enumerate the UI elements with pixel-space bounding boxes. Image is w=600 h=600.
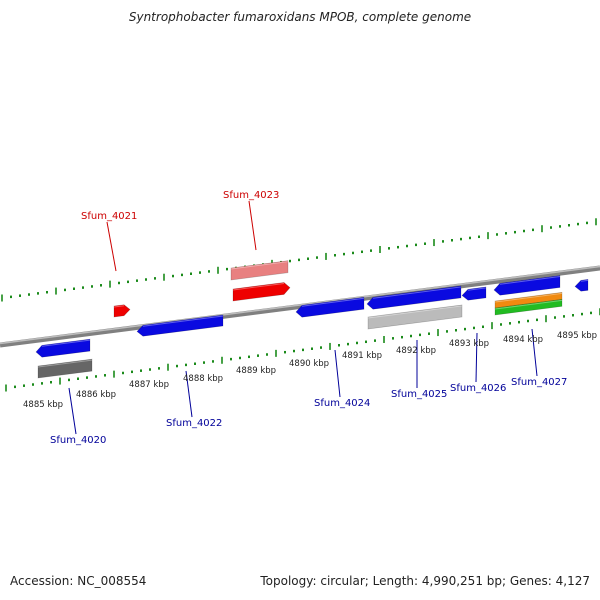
- feature-sfum-4024-highlight: [301, 297, 365, 307]
- genome-info-text: Topology: circular; Length: 4,990,251 bp…: [260, 574, 590, 588]
- label-connector: [106, 221, 117, 272]
- scale-label: 4887 kbp: [129, 380, 169, 390]
- gene-label-sfum-4023[interactable]: Sfum_4023: [223, 190, 279, 201]
- feature-sfum-4020[interactable]: [35, 338, 91, 358]
- gene-label-sfum-4021[interactable]: Sfum_4021: [81, 211, 137, 222]
- feature-sfum-4021-highlight: [113, 305, 125, 308]
- scale-label: 4885 kbp: [23, 400, 63, 410]
- feature-sfum-4020-region-highlight: [37, 359, 93, 368]
- feature-sfum-4025-highlight: [372, 286, 462, 299]
- feature-sfum-4023[interactable]: [232, 282, 291, 302]
- feature-sfum-4027-green[interactable]: [494, 299, 563, 316]
- scale-label: 4890 kbp: [289, 359, 329, 369]
- gene-label-sfum-4027[interactable]: Sfum_4027: [511, 377, 567, 388]
- feature-sfum-4020-highlight: [41, 339, 91, 347]
- feature-sfum-4026[interactable]: [461, 286, 487, 301]
- upper-tick-row: [1, 218, 597, 302]
- feature-sfum-4022-highlight: [142, 315, 224, 327]
- feature-sfum-4023-highlight: [232, 282, 285, 291]
- lower-tick-row: [5, 308, 600, 392]
- accession-text: Accession: NC_008554: [10, 574, 147, 588]
- feature-sfum-4026-highlight: [467, 287, 487, 291]
- genome-backbone: [0, 265, 600, 348]
- genome-backbone-highlight: [0, 265, 600, 345]
- scale-label: 4889 kbp: [236, 366, 276, 376]
- label-connector: [248, 200, 257, 251]
- gene-label-sfum-4022[interactable]: Sfum_4022: [166, 418, 222, 429]
- feature-sfum-4027-orange-highlight: [494, 292, 563, 303]
- map-title: Syntrophobacter fumaroxidans MPOB, compl…: [128, 10, 472, 24]
- gene-label-sfum-4026[interactable]: Sfum_4026: [450, 383, 506, 394]
- feature-sfum-4025-region[interactable]: [367, 304, 463, 330]
- scale-label: 4894 kbp: [503, 335, 543, 345]
- scale-label: 4893 kbp: [449, 339, 489, 349]
- scale-label: 4891 kbp: [342, 351, 382, 361]
- feature-sfum-4027-highlight: [499, 276, 561, 285]
- feature-sfum-4024[interactable]: [295, 296, 365, 318]
- feature-sfum-4025-region-highlight: [367, 305, 463, 319]
- scale-label: 4888 kbp: [183, 374, 223, 384]
- feature-sfum-4022[interactable]: [136, 314, 224, 337]
- scale-label: 4886 kbp: [76, 390, 116, 400]
- feature-sfum-4023-region[interactable]: [230, 260, 289, 281]
- feature-sfum-4020-region[interactable]: [37, 358, 93, 379]
- feature-sfum-4027[interactable]: [493, 275, 561, 296]
- label-connector: [334, 349, 341, 398]
- label-connector: [475, 332, 478, 383]
- feature-sfum-4025[interactable]: [366, 285, 462, 310]
- gene-label-sfum-4020[interactable]: Sfum_4020: [50, 435, 106, 446]
- gene-label-sfum-4025[interactable]: Sfum_4025: [391, 389, 447, 400]
- feature-sfum-4023-region-highlight: [230, 261, 289, 270]
- label-connector: [531, 328, 538, 377]
- feature-next-gene-highlight: [580, 279, 589, 282]
- scale-label: 4895 kbp: [557, 331, 597, 341]
- feature-sfum-4021[interactable]: [113, 304, 131, 318]
- feature-sfum-4027-green-highlight: [494, 299, 563, 310]
- label-connector: [68, 387, 77, 435]
- scale-label: 4892 kbp: [396, 346, 436, 356]
- feature-next-gene[interactable]: [574, 278, 589, 292]
- gene-label-sfum-4024[interactable]: Sfum_4024: [314, 398, 370, 409]
- label-connector: [185, 370, 193, 418]
